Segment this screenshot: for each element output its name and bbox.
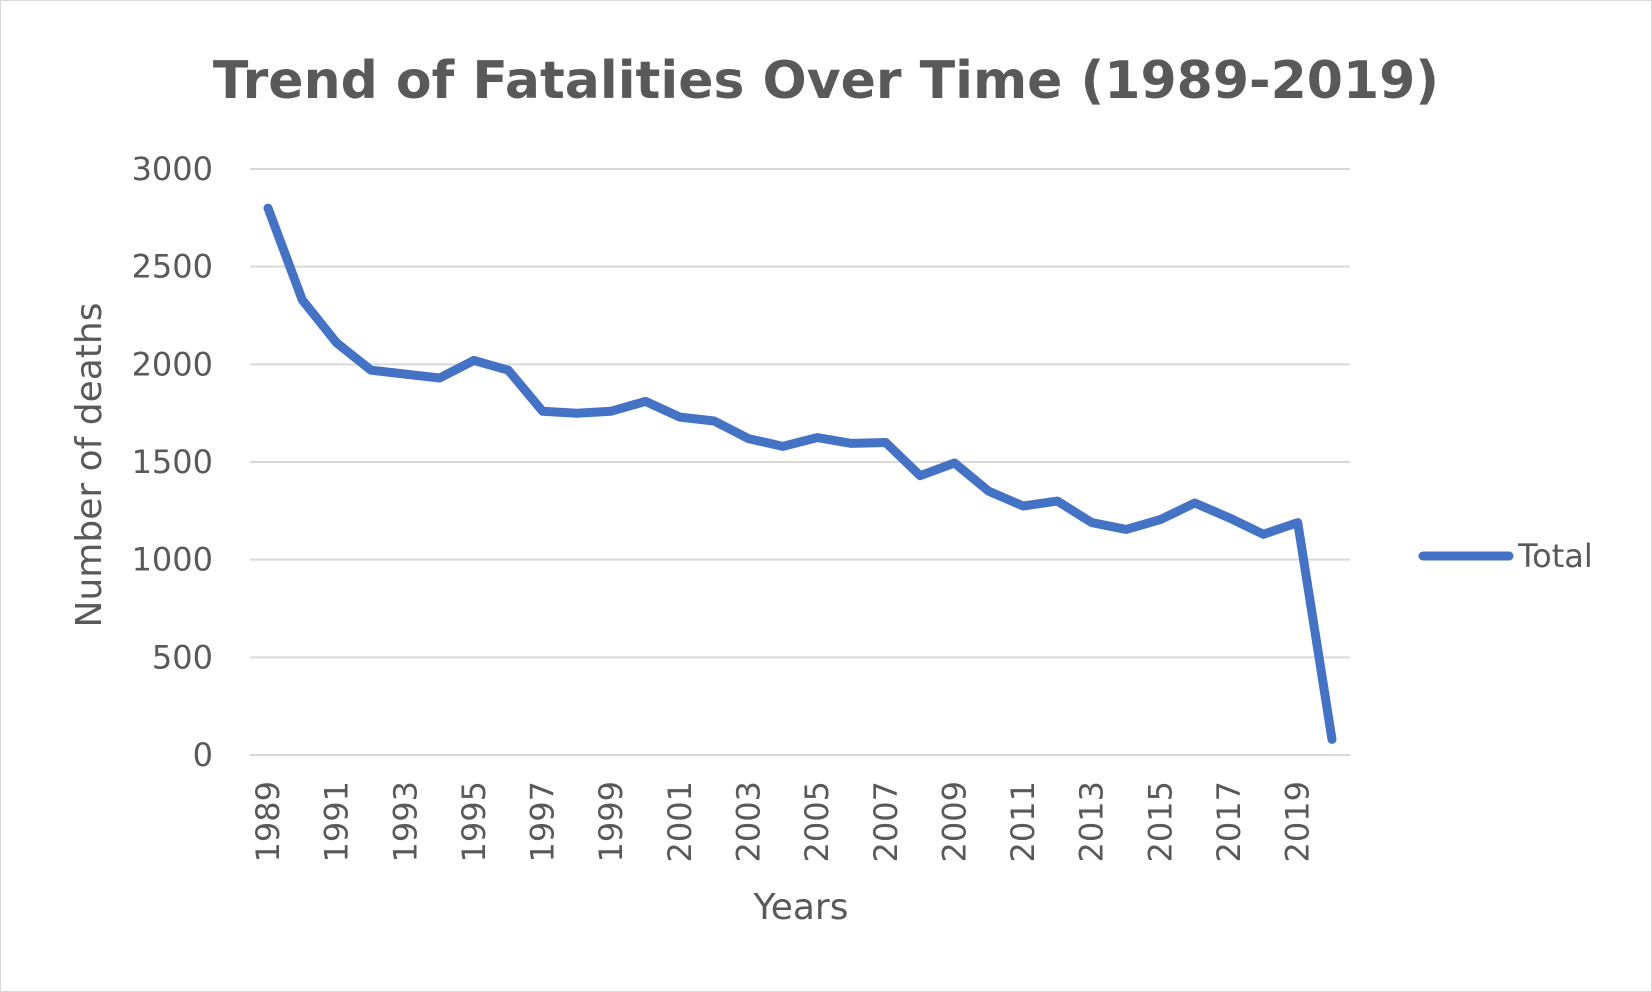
- x-tick-label: 1995: [455, 781, 493, 862]
- legend: Total: [1418, 537, 1593, 575]
- y-tick-label: 500: [152, 638, 213, 676]
- x-tick-label: 2019: [1279, 781, 1317, 862]
- chart-title: Trend of Fatalities Over Time (1989-2019…: [213, 51, 1439, 111]
- y-tick-label: 2500: [132, 248, 213, 286]
- series-line: [263, 203, 1337, 744]
- x-tick-label: 2017: [1210, 781, 1248, 862]
- grid-lines: [250, 168, 1350, 756]
- x-tick-label: 2013: [1073, 781, 1111, 862]
- legend-label: Total: [1517, 537, 1593, 575]
- x-tick-label: 1993: [386, 781, 424, 862]
- x-axis-ticks: 1989 1991 1993 1995 1997 1999 2001 2003 2005 2007…: [249, 781, 1317, 862]
- y-axis-label: Number of deaths: [69, 303, 110, 628]
- x-tick-label: 2009: [935, 781, 973, 862]
- series-group: [263, 203, 1337, 744]
- y-axis-ticks: 0 500 1000 1500 2000 2500 3000: [132, 150, 213, 774]
- x-tick-label: 2015: [1141, 781, 1179, 862]
- x-tick-label: 2003: [730, 781, 768, 862]
- x-tick-label: 2001: [661, 781, 699, 862]
- x-tick-label: 2005: [798, 781, 836, 862]
- x-tick-label: 1997: [524, 781, 562, 862]
- x-axis-label: Years: [753, 887, 849, 928]
- y-tick-label: 2000: [132, 345, 213, 383]
- y-tick-label: 3000: [132, 150, 213, 188]
- y-tick-label: 1000: [132, 541, 213, 579]
- x-tick-label: 1989: [249, 781, 287, 862]
- x-tick-label: 1999: [592, 781, 630, 862]
- x-tick-label: 1991: [318, 781, 356, 862]
- x-tick-label: 2007: [867, 781, 905, 862]
- y-tick-label: 1500: [132, 443, 213, 481]
- x-tick-label: 2011: [1004, 781, 1042, 862]
- y-tick-label: 0: [193, 736, 213, 774]
